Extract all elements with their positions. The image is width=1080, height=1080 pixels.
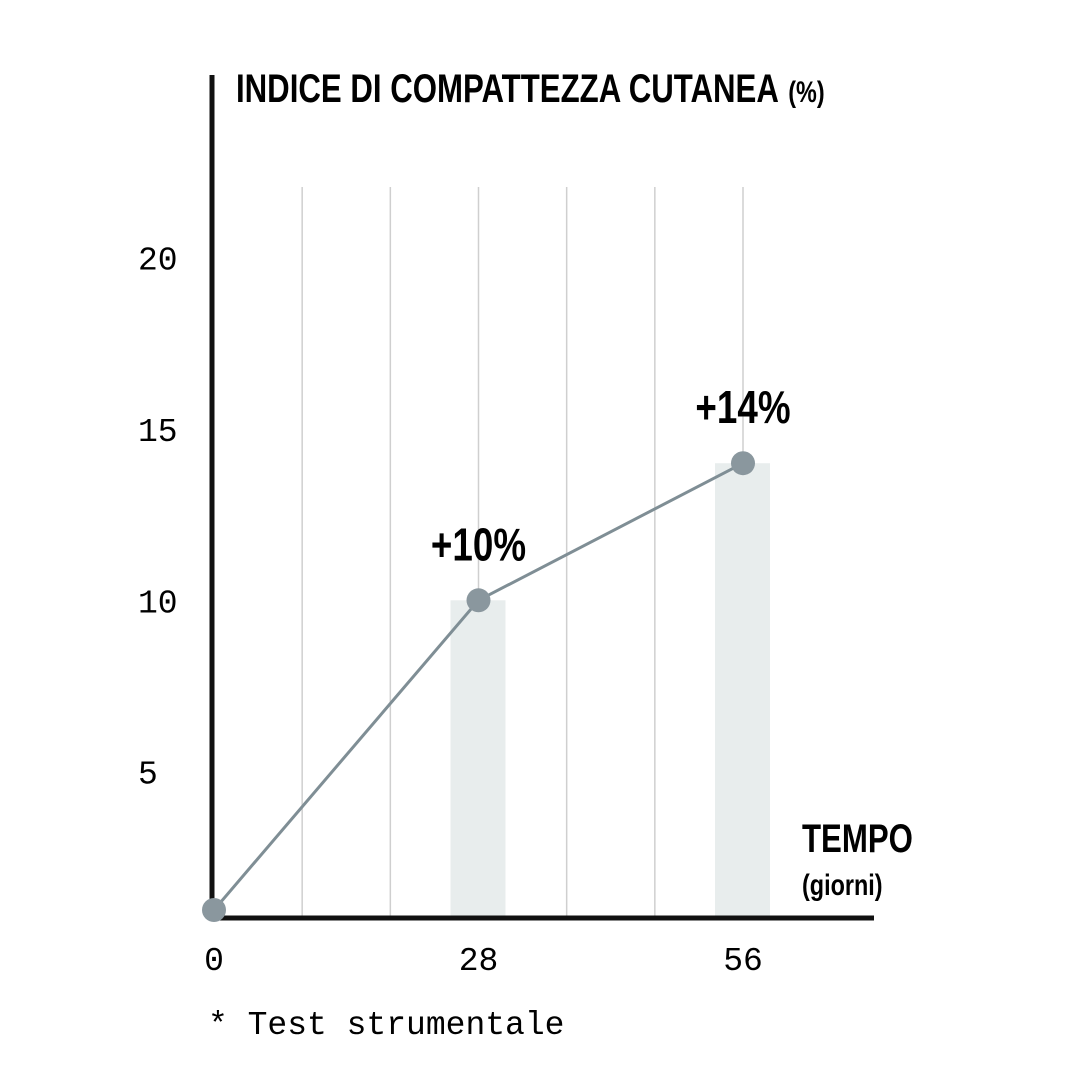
footnote: * Test strumentale <box>208 1007 564 1044</box>
highlight-bar <box>715 463 770 918</box>
data-point <box>466 588 491 613</box>
data-points <box>202 451 755 922</box>
x-axis-label: TEMPO <box>802 816 913 861</box>
y-tick-label: 10 <box>138 585 178 622</box>
data-point <box>202 898 226 922</box>
chart-title: INDICE DI COMPATTEZZA CUTANEA (%) <box>236 66 825 111</box>
highlight-bar <box>450 600 506 918</box>
data-point <box>731 451 755 476</box>
x-axis-unit: (giorni) <box>802 868 883 901</box>
x-tick-label: 56 <box>723 943 763 980</box>
y-tick-label: 15 <box>138 414 178 451</box>
x-tick-label: 28 <box>459 943 499 980</box>
data-label: +10% <box>431 518 526 570</box>
x-tick-label: 0 <box>204 943 224 980</box>
y-tick-label: 20 <box>138 243 178 280</box>
y-tick-label: 5 <box>138 757 158 794</box>
highlight-bars <box>450 463 770 918</box>
data-label: +14% <box>695 381 790 433</box>
